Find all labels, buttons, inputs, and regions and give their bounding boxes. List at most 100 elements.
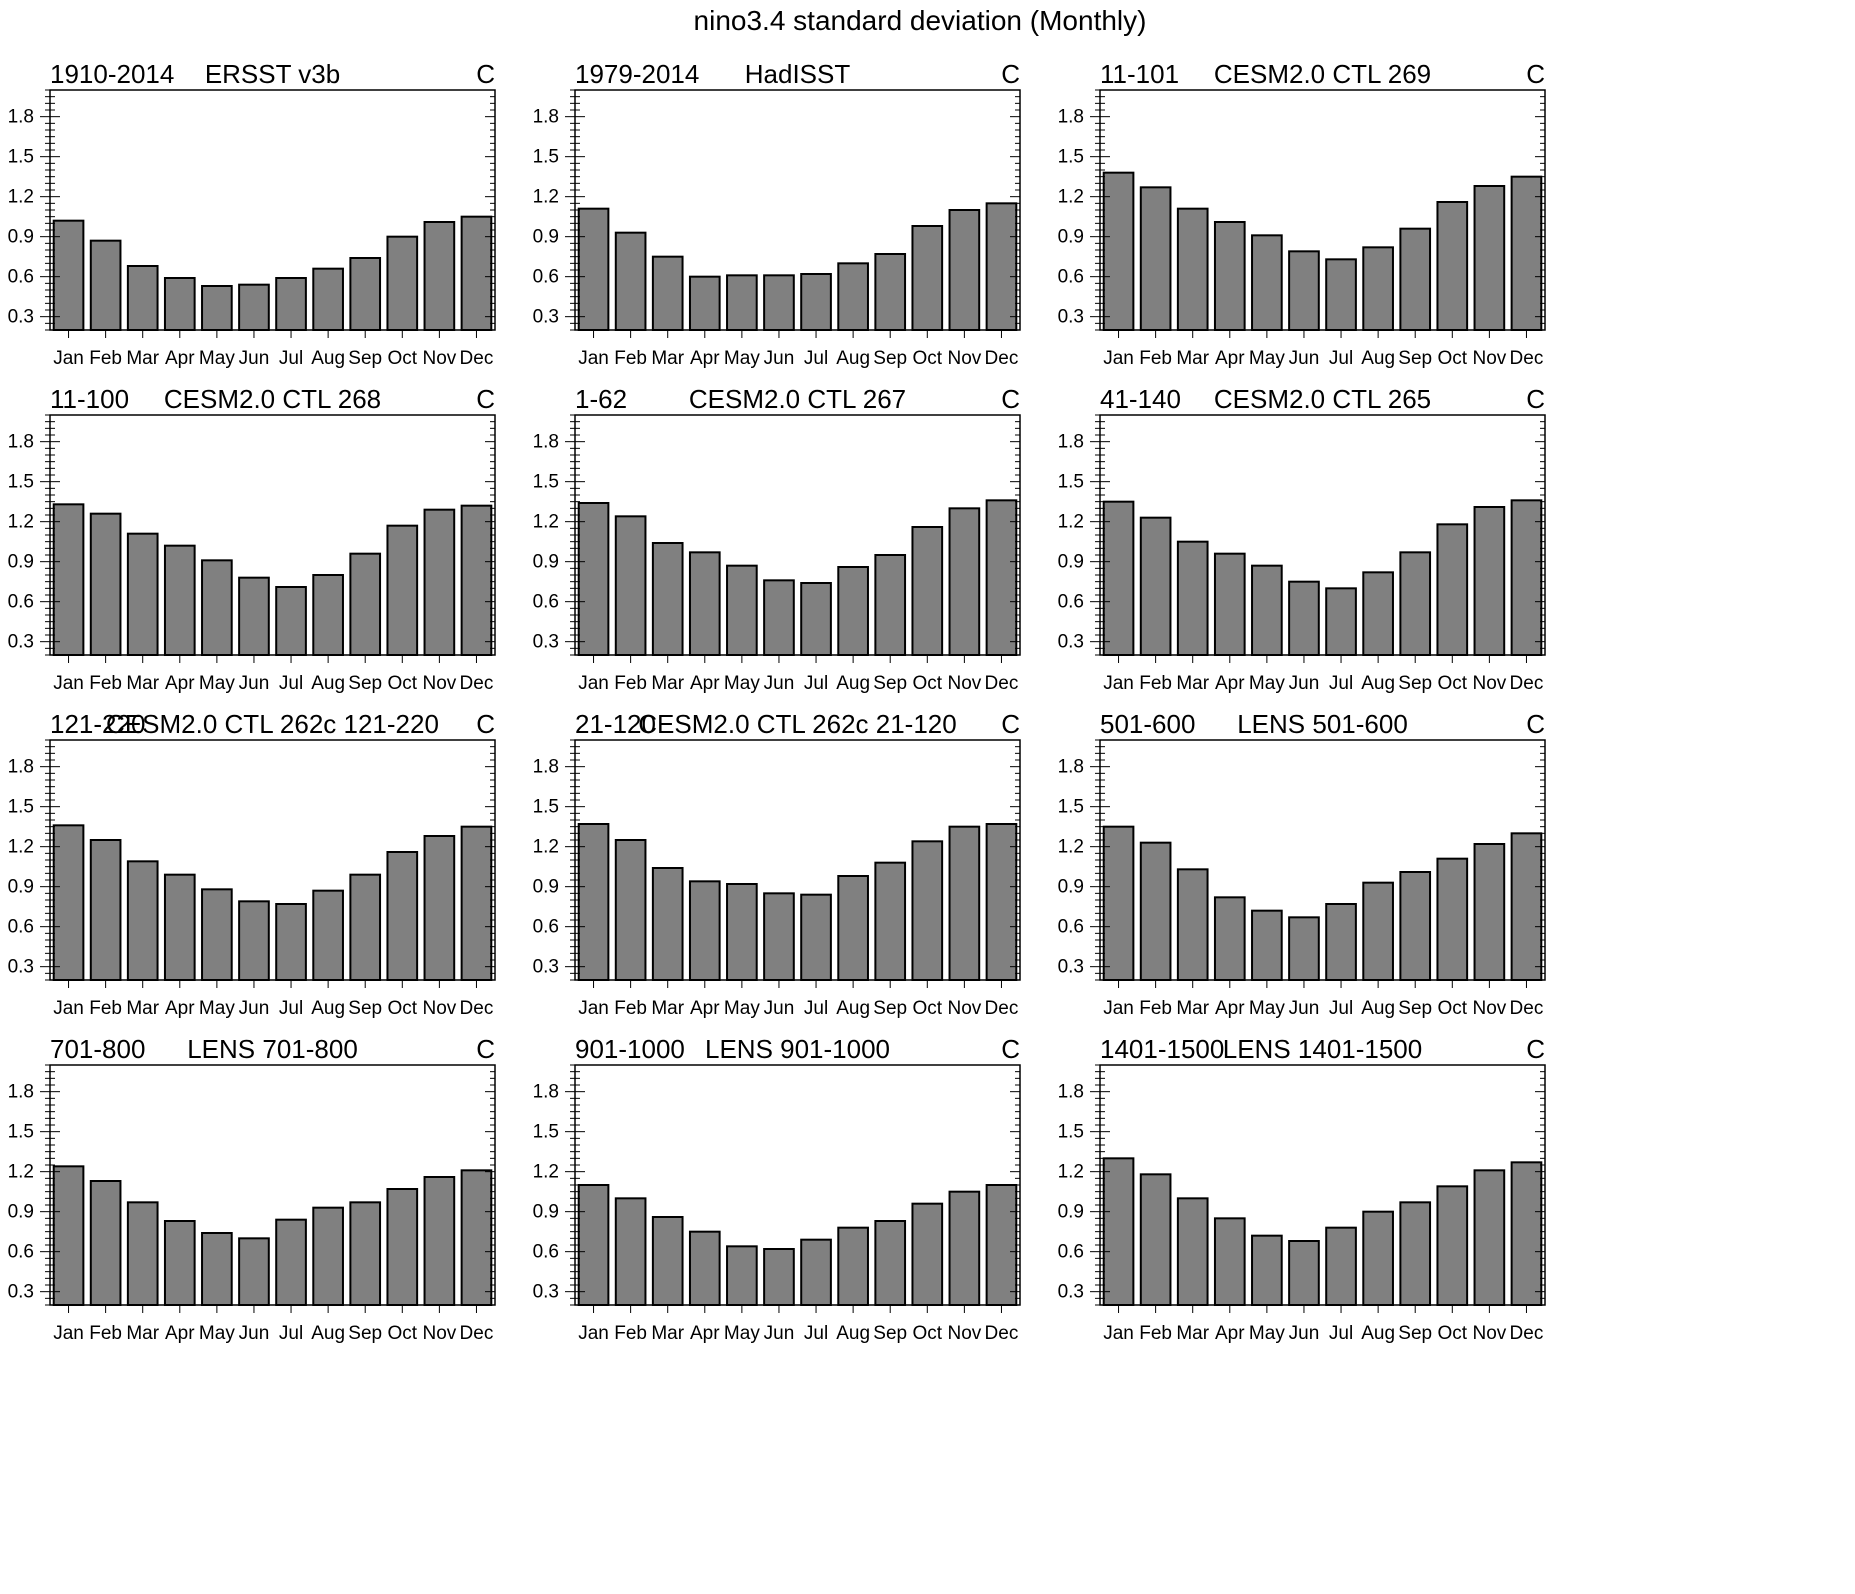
y-tick-label: 0.6 bbox=[1058, 267, 1084, 288]
bar-nov bbox=[423, 835, 456, 981]
y-tick-label: 0.9 bbox=[8, 1202, 34, 1223]
x-tick-label: Aug bbox=[311, 348, 345, 369]
panel-title: LENS 901-1000 bbox=[705, 1034, 890, 1064]
bar-may bbox=[1251, 909, 1283, 981]
bar-dec bbox=[985, 823, 1018, 981]
panel-period-label: 11-100 bbox=[50, 384, 129, 414]
x-tick-label: Feb bbox=[614, 673, 647, 694]
bar-feb bbox=[614, 839, 647, 981]
y-tick-label: 0.6 bbox=[1058, 592, 1084, 613]
bar-apr bbox=[163, 277, 196, 331]
bar-dec bbox=[460, 1169, 493, 1306]
y-tick-label: 1.8 bbox=[533, 107, 559, 128]
bar-oct bbox=[911, 526, 944, 656]
bar-oct bbox=[386, 1188, 419, 1306]
x-tick-label: Nov bbox=[1472, 998, 1506, 1019]
bar-jun bbox=[1288, 580, 1320, 656]
bar-aug bbox=[837, 262, 869, 331]
panel-units-label: C bbox=[1001, 59, 1020, 89]
bar-mar bbox=[651, 255, 684, 332]
x-tick-label: Jul bbox=[279, 998, 303, 1019]
x-tick-label: Jun bbox=[764, 348, 795, 369]
x-tick-label: Dec bbox=[1510, 673, 1544, 694]
panel-units-label: C bbox=[1526, 384, 1545, 414]
y-tick-label: 0.6 bbox=[1058, 917, 1084, 938]
y-tick-label: 1.5 bbox=[8, 147, 34, 168]
bar-apr bbox=[1213, 221, 1246, 331]
bar-dec bbox=[1510, 175, 1543, 331]
y-tick-label: 1.5 bbox=[8, 472, 34, 493]
y-tick-label: 1.2 bbox=[1058, 512, 1084, 533]
y-tick-label: 1.8 bbox=[1058, 432, 1084, 453]
bar-jul bbox=[275, 277, 307, 331]
bar-dec bbox=[1510, 832, 1543, 982]
bar-mar bbox=[126, 1201, 159, 1306]
x-tick-label: Jun bbox=[1289, 1323, 1320, 1344]
x-tick-label: Apr bbox=[165, 1323, 195, 1344]
y-tick-label: 1.8 bbox=[1058, 1082, 1084, 1103]
x-tick-label: Jul bbox=[1329, 1323, 1353, 1344]
panel-units-label: C bbox=[476, 384, 495, 414]
x-tick-label: May bbox=[199, 673, 235, 694]
x-tick-label: Oct bbox=[1438, 1323, 1468, 1344]
bar-jun bbox=[238, 1237, 270, 1306]
y-tick-label: 1.8 bbox=[8, 432, 34, 453]
x-tick-label: Mar bbox=[126, 1323, 159, 1344]
y-tick-label: 0.6 bbox=[8, 917, 34, 938]
x-tick-label: Dec bbox=[460, 348, 494, 369]
bar-apr bbox=[163, 873, 196, 981]
x-tick-label: Aug bbox=[836, 348, 870, 369]
x-tick-label: Jan bbox=[1103, 673, 1134, 694]
y-tick-label: 1.8 bbox=[8, 107, 34, 128]
panel-title: CESM2.0 CTL 262c 21-120 bbox=[638, 709, 956, 739]
bar-may bbox=[1251, 1234, 1283, 1307]
x-tick-label: Sep bbox=[873, 1323, 907, 1344]
x-tick-label: Mar bbox=[1176, 348, 1209, 369]
bar-aug bbox=[837, 1226, 869, 1307]
x-tick-label: Apr bbox=[690, 348, 720, 369]
bar-feb bbox=[89, 512, 122, 656]
x-tick-label: Jul bbox=[279, 673, 303, 694]
y-tick-label: 1.8 bbox=[533, 757, 559, 778]
bar-jan bbox=[52, 503, 85, 656]
panel: 41-140 CESM2.0 CTL 265 C 0.3 0.6 0.9 1.2 1.5 1.8… bbox=[1058, 384, 1546, 694]
panel-title: CESM2.0 CTL 269 bbox=[1214, 59, 1431, 89]
bar-aug bbox=[837, 566, 869, 656]
bar-dec bbox=[460, 825, 493, 981]
y-tick-label: 0.3 bbox=[1058, 632, 1084, 653]
x-tick-label: Nov bbox=[422, 998, 456, 1019]
y-tick-label: 1.2 bbox=[8, 1162, 34, 1183]
bar-nov bbox=[1473, 506, 1506, 656]
x-tick-label: May bbox=[724, 348, 760, 369]
x-tick-label: Aug bbox=[836, 1323, 870, 1344]
bar-jul bbox=[275, 586, 307, 656]
bar-jan bbox=[1102, 500, 1135, 657]
bar-mar bbox=[126, 532, 159, 656]
bar-may bbox=[201, 888, 233, 982]
bar-feb bbox=[1139, 841, 1172, 981]
x-tick-label: Jan bbox=[1103, 348, 1134, 369]
panel-title: HadISST bbox=[745, 59, 851, 89]
x-tick-label: Jul bbox=[804, 1323, 828, 1344]
bar-jul bbox=[1325, 587, 1357, 657]
panel-title: CESM2.0 CTL 262c 121-220 bbox=[106, 709, 439, 739]
y-tick-label: 1.8 bbox=[1058, 107, 1084, 128]
y-tick-label: 0.9 bbox=[533, 877, 559, 898]
x-tick-label: Feb bbox=[1139, 998, 1172, 1019]
panel-title: ERSST v3b bbox=[205, 59, 340, 89]
x-tick-label: Oct bbox=[913, 998, 943, 1019]
x-tick-label: Jul bbox=[804, 673, 828, 694]
x-tick-label: Oct bbox=[913, 1323, 943, 1344]
bar-nov bbox=[423, 508, 456, 657]
bar-apr bbox=[1213, 896, 1246, 982]
x-tick-label: Sep bbox=[1398, 1323, 1432, 1344]
bar-feb bbox=[89, 839, 122, 981]
x-tick-label: Dec bbox=[460, 1323, 494, 1344]
bar-dec bbox=[985, 202, 1018, 331]
x-tick-label: Oct bbox=[388, 673, 418, 694]
x-tick-label: Jun bbox=[239, 998, 270, 1019]
bar-jan bbox=[577, 1184, 610, 1306]
x-tick-label: Oct bbox=[388, 348, 418, 369]
figure-title: nino3.4 standard deviation (Monthly) bbox=[694, 5, 1147, 36]
